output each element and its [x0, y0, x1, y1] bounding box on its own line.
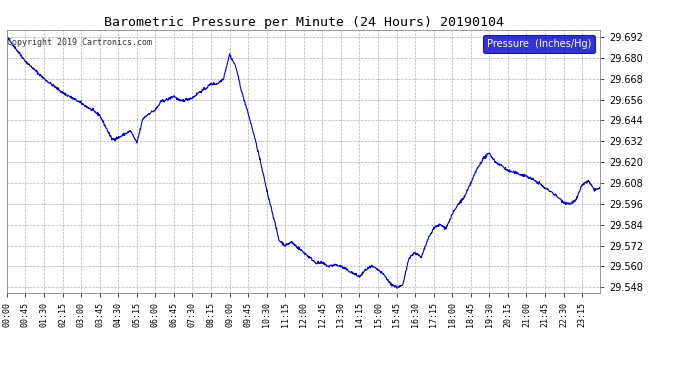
- Text: Copyright 2019 Cartronics.com: Copyright 2019 Cartronics.com: [8, 38, 152, 47]
- Legend: Pressure  (Inches/Hg): Pressure (Inches/Hg): [483, 35, 595, 52]
- Title: Barometric Pressure per Minute (24 Hours) 20190104: Barometric Pressure per Minute (24 Hours…: [104, 16, 504, 29]
